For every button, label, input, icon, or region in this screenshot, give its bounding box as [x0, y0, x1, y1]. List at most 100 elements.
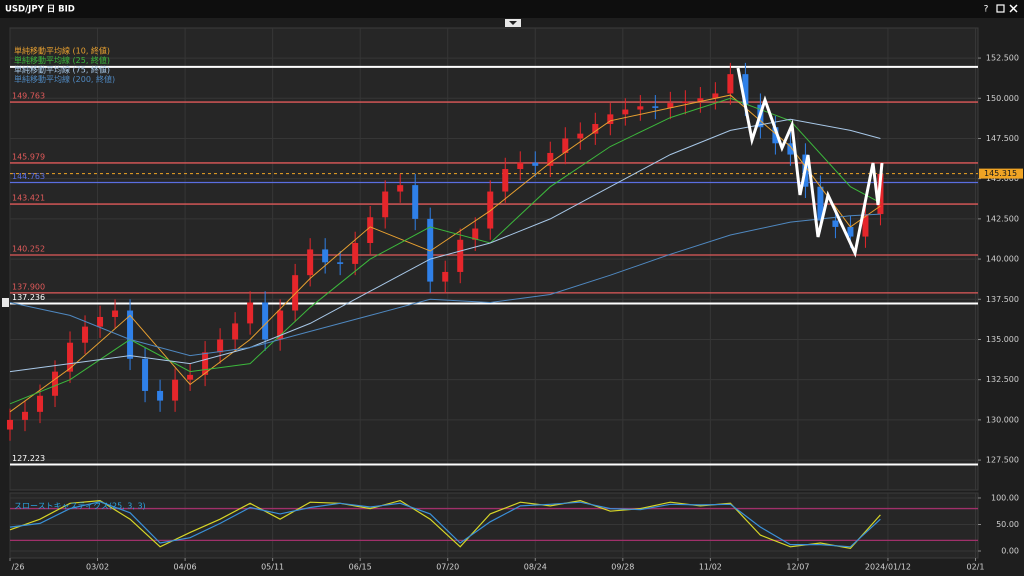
candle-body [352, 242, 359, 264]
candle-body [397, 185, 404, 192]
candle-body [577, 133, 584, 139]
price-level-label: 145.979 [12, 152, 45, 161]
y-tick-label: 142.500 [986, 214, 1019, 223]
candle-body [97, 316, 104, 327]
x-tick-label: 04/06 [174, 563, 197, 572]
candle-body [127, 310, 134, 359]
x-tick-label: 02/1 [967, 563, 985, 572]
x-tick-label: 05/11 [261, 563, 284, 572]
candle-body [712, 93, 719, 99]
collapse-icon [509, 21, 517, 25]
x-tick-label: 07/20 [436, 563, 459, 572]
candle-body [22, 411, 29, 420]
price-level-label: 149.763 [12, 92, 45, 101]
oscillator-line [9, 501, 881, 548]
y-tick-label: 127.500 [986, 456, 1019, 465]
title-bar [0, 0, 1024, 18]
candle-body [862, 214, 869, 237]
candle-body [202, 352, 209, 375]
moving-average-line [9, 118, 881, 373]
legend-entry: 単純移動平均線 (25, 終値) [14, 55, 110, 65]
candle-body [157, 390, 164, 401]
x-tick-label: 09/28 [611, 563, 634, 572]
x-tick-label: 12/07 [786, 563, 809, 572]
price-level-label: 137.236 [12, 293, 45, 302]
maximize-button[interactable] [996, 4, 1005, 13]
candle-body [637, 106, 644, 110]
candle-body [262, 302, 269, 340]
y-tick-label: 130.000 [986, 415, 1019, 424]
price-level-label: 144.763 [12, 172, 45, 181]
y-tick-label: 132.500 [986, 375, 1019, 384]
candle-body [337, 262, 344, 264]
candles-layer [7, 62, 884, 441]
price-level-label: 140.252 [12, 245, 45, 254]
levels-layer [10, 65, 978, 542]
candle-body [562, 138, 569, 153]
x-tick-label: 03/02 [86, 563, 109, 572]
candle-body [742, 74, 749, 105]
candle-body [787, 143, 794, 155]
candle-body [517, 162, 524, 170]
candle-body [82, 326, 89, 343]
candle-body [172, 379, 179, 401]
candle-body [37, 395, 44, 412]
candle-body [472, 228, 479, 240]
price-level-label: 127.223 [12, 454, 45, 463]
last-price-box [979, 168, 1023, 179]
candle-body [547, 152, 554, 166]
y-tick-label: 0.00 [1001, 547, 1019, 556]
candle-body [697, 98, 704, 102]
candle-body [622, 109, 629, 115]
grid-layer [9, 28, 981, 561]
y-tick-label: 150.000 [986, 94, 1019, 103]
x-tick-label: 06/15 [349, 563, 372, 572]
candle-body [7, 419, 13, 430]
candle-body [142, 358, 149, 391]
candle-body [232, 323, 239, 340]
price-level-label: 143.421 [12, 194, 45, 203]
price-level-label: 137.900 [12, 282, 45, 291]
x-tick-label: 2024/01/12 [865, 563, 911, 572]
x-tick-label: 08/24 [524, 563, 547, 572]
y-tick-label: 100.00 [991, 493, 1019, 502]
candle-body [772, 127, 779, 144]
candle-body [307, 249, 314, 276]
candle-body [427, 218, 434, 282]
y-tick-label: 137.500 [986, 295, 1019, 304]
candle-body [832, 220, 839, 227]
legend-entry: 単純移動平均線 (75, 終値) [14, 65, 110, 75]
candle-body [652, 106, 659, 108]
y-tick-label: 145.000 [986, 174, 1019, 183]
candle-body [382, 191, 389, 218]
trend-drawing [736, 67, 884, 258]
y-tick-label: 152.500 [986, 54, 1019, 63]
text-layer: 127.500 130.000 132.500 135.000 137.500 140.0… [12, 46, 1023, 572]
side-handle[interactable] [2, 298, 9, 307]
candle-body [322, 249, 329, 263]
legend-entry: 単純移動平均線 (200, 終値) [14, 74, 115, 84]
candle-body [682, 101, 689, 104]
y-tick-label: 147.500 [986, 134, 1019, 143]
candle-body [667, 103, 674, 108]
candle-body [727, 74, 734, 94]
candle-body [367, 217, 374, 243]
candle-body [67, 342, 74, 372]
candle-body [592, 124, 599, 134]
candle-body [817, 186, 824, 221]
candle-body [52, 371, 59, 396]
close-icon [1009, 4, 1018, 13]
candle-body [847, 226, 854, 237]
candle-body [442, 271, 449, 282]
last-price-label: 145.315 [984, 169, 1017, 178]
candle-body [502, 169, 509, 192]
moving-average-line [9, 213, 881, 357]
candle-body [607, 114, 614, 125]
candle-body [112, 310, 119, 317]
legend-entry: 単純移動平均線 (10, 終値) [14, 46, 110, 56]
y-tick-label: 135.000 [986, 335, 1019, 344]
y-tick-label: 140.000 [986, 255, 1019, 264]
close-button[interactable] [1009, 4, 1018, 13]
help-button[interactable]: ? [984, 5, 989, 15]
